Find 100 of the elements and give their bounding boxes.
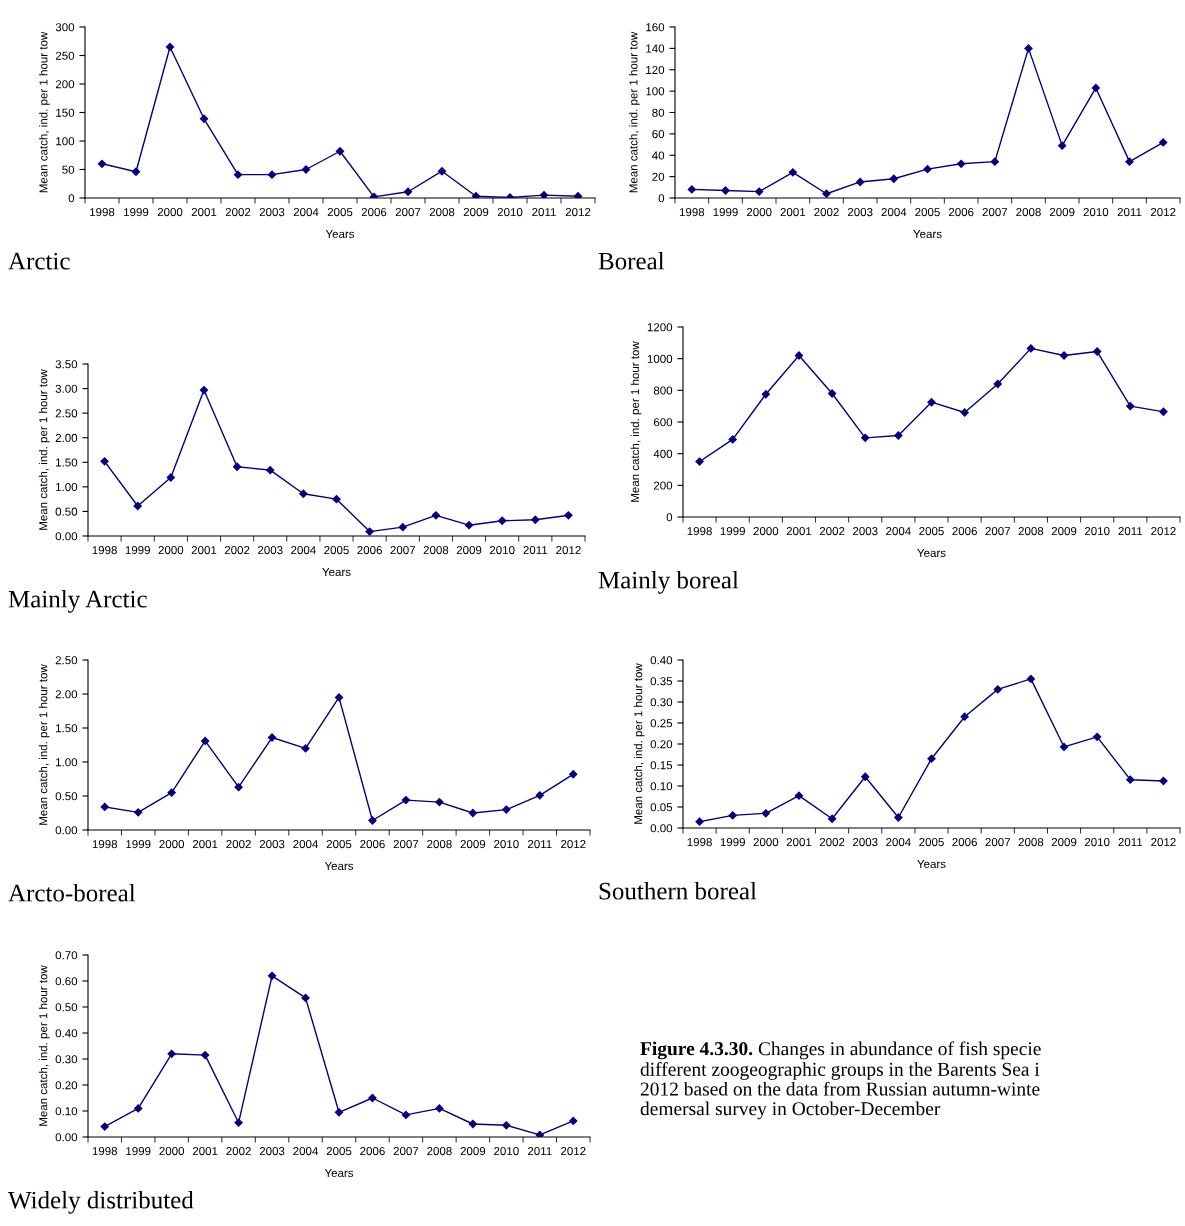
- x-tick-label: 2005: [915, 208, 940, 217]
- x-tick-label: 2010: [494, 1147, 519, 1156]
- y-tick-label: 20: [652, 172, 665, 181]
- x-tick-label: 2002: [224, 546, 250, 555]
- x-tick-label: 2007: [985, 838, 1011, 847]
- x-tick-label: 2008: [427, 1147, 452, 1156]
- point: [468, 1119, 478, 1129]
- point: [464, 520, 474, 530]
- y-tick-label: 1.00: [56, 758, 78, 767]
- y-tick-label: 0.30: [650, 698, 673, 707]
- y-tick-label: 400: [653, 449, 673, 458]
- y-tick-label: 0.50: [55, 792, 78, 801]
- point: [1092, 732, 1102, 742]
- y-tick-label: 0.70: [55, 951, 78, 960]
- text: Mainly boreal: [598, 571, 739, 594]
- y-tick-label: 0.10: [650, 782, 673, 791]
- point: [267, 733, 277, 742]
- x-axis-title: Years: [324, 862, 354, 871]
- y-tick-label: 600: [653, 418, 673, 427]
- x-tick-label: 2003: [257, 546, 283, 555]
- point: [728, 810, 738, 820]
- point: [334, 1107, 344, 1117]
- x-tick-label: 2006: [360, 1147, 385, 1156]
- point: [265, 465, 275, 475]
- point: [956, 159, 966, 169]
- point: [1024, 43, 1033, 53]
- x-tick-label: 1998: [92, 546, 117, 555]
- x-tick-label: 2001: [192, 840, 218, 849]
- x-tick-label: 2011: [527, 840, 552, 849]
- x-tick-label: 1998: [90, 208, 115, 217]
- point: [1026, 674, 1036, 684]
- x-tick-label: 2005: [326, 840, 352, 849]
- point: [990, 157, 1000, 167]
- x-tick-label: 1999: [720, 838, 745, 847]
- point: [133, 1103, 143, 1113]
- x-tick-label: 2007: [395, 208, 421, 217]
- x-tick-label: 2009: [1051, 527, 1077, 536]
- x-tick-label: 2008: [427, 840, 452, 849]
- y-tick-label: 100: [56, 137, 75, 146]
- point: [728, 435, 738, 444]
- text: different zoogeographic groups in the Barents Sea i 2012 based on the data from Russian autumn-winte demersal survey in October-December: [640, 1062, 1040, 1120]
- x-tick-label: 2012: [561, 840, 586, 849]
- y-tick-label: 0: [658, 194, 665, 203]
- point: [573, 191, 583, 198]
- point: [368, 816, 377, 825]
- x-axis-title: Years: [913, 230, 942, 239]
- point: [298, 489, 308, 499]
- point: [133, 807, 143, 817]
- y-tick-label: 0: [68, 194, 75, 203]
- point: [761, 808, 771, 818]
- x-tick-label: 2006: [360, 840, 385, 849]
- y-tick-label: 250: [55, 51, 75, 60]
- point: [501, 805, 511, 815]
- point: [822, 189, 831, 198]
- x-tick-label: 2008: [1016, 208, 1041, 217]
- x-tick-label: 2004: [293, 840, 319, 849]
- y-tick-label: 80: [652, 108, 665, 117]
- y-axis-title: Mean catch, ind. per 1 hour tow: [633, 663, 645, 824]
- point: [471, 191, 481, 198]
- point: [754, 187, 764, 197]
- caption: Figure 4.3.30.: [640, 1041, 753, 1060]
- text: Boreal: [598, 252, 665, 270]
- y-tick-label: 150: [56, 108, 75, 117]
- y-axis-title: Mean catch, ind. per 1 hour tow: [630, 341, 642, 502]
- point: [301, 993, 310, 1003]
- x-tick-label: 2001: [780, 208, 806, 217]
- x-tick-label: 2012: [561, 1147, 586, 1156]
- x-axis-title: Years: [917, 860, 946, 869]
- y-tick-label: 160: [646, 23, 665, 32]
- x-tick-label: 2005: [919, 527, 944, 536]
- x-tick-label: 2011: [1118, 838, 1143, 847]
- point: [200, 736, 210, 746]
- x-tick-label: 2000: [159, 840, 185, 849]
- x-tick-label: 2002: [814, 208, 839, 217]
- point: [166, 473, 176, 482]
- point: [687, 185, 697, 194]
- x-tick-label: 1998: [687, 527, 712, 536]
- point: [535, 790, 545, 800]
- x-tick-label: 2008: [423, 546, 449, 555]
- point: [1057, 141, 1067, 151]
- x-tick-label: 2003: [259, 208, 285, 217]
- x-tick-label: 2012: [1151, 838, 1176, 847]
- x-tick-label: 2003: [259, 1147, 285, 1156]
- y-tick-label: 0.50: [55, 507, 78, 516]
- point: [1092, 347, 1102, 356]
- x-tick-label: 2002: [819, 838, 845, 847]
- y-tick-label: 2.00: [55, 433, 78, 442]
- point: [788, 167, 798, 177]
- x-tick-label: 2000: [157, 208, 183, 217]
- x-tick-label: 2001: [192, 1147, 218, 1156]
- y-tick-label: 0.40: [55, 1029, 78, 1038]
- x-tick-label: 2000: [753, 838, 779, 847]
- x-axis-title: Years: [322, 568, 351, 577]
- x-tick-label: 1999: [713, 208, 738, 217]
- point: [165, 42, 175, 52]
- y-tick-label: 0.40: [650, 656, 673, 665]
- x-tick-label: 2006: [952, 527, 977, 536]
- x-tick-label: 1998: [92, 840, 118, 849]
- x-tick-label: 2006: [361, 208, 387, 217]
- y-tick-label: 200: [55, 80, 75, 89]
